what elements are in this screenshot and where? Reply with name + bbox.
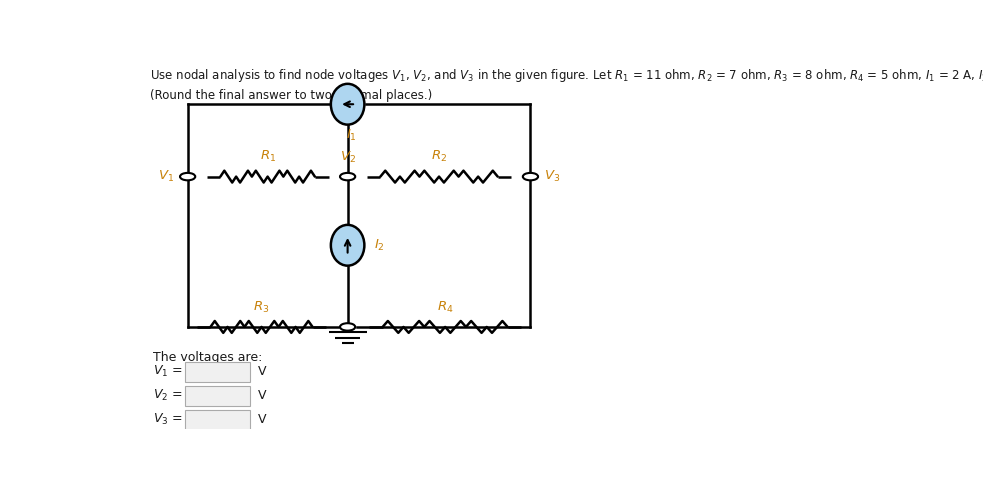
Text: Use nodal analysis to find node voltages $V_1$, $V_2$, and $V_3$ in the given fi: Use nodal analysis to find node voltages… (149, 67, 983, 84)
FancyBboxPatch shape (186, 362, 250, 382)
Text: $I_1$: $I_1$ (346, 128, 357, 144)
Text: V: V (258, 365, 266, 378)
Text: The voltages are:: The voltages are: (153, 351, 262, 364)
Ellipse shape (331, 225, 365, 266)
Text: $R_1$: $R_1$ (260, 149, 275, 164)
Text: $V_3$: $V_3$ (545, 169, 560, 184)
Text: $R_4$: $R_4$ (436, 300, 453, 315)
Circle shape (340, 323, 355, 331)
Circle shape (523, 173, 538, 180)
Text: (Round the final answer to two decimal places.): (Round the final answer to two decimal p… (149, 89, 432, 102)
Text: $V_1$: $V_1$ (158, 169, 174, 184)
FancyBboxPatch shape (186, 386, 250, 406)
Text: $R_3$: $R_3$ (254, 300, 269, 315)
Circle shape (340, 173, 355, 180)
FancyBboxPatch shape (186, 411, 250, 430)
Text: $R_2$: $R_2$ (431, 149, 447, 164)
Text: $V_1$ =: $V_1$ = (153, 364, 183, 379)
Text: $V_2$: $V_2$ (340, 150, 356, 165)
Text: V: V (258, 413, 266, 426)
Text: $V_3$ =: $V_3$ = (153, 412, 183, 427)
Text: V: V (258, 389, 266, 402)
Circle shape (180, 173, 196, 180)
Ellipse shape (331, 84, 365, 125)
Text: $I_2$: $I_2$ (374, 238, 384, 253)
Text: $V_2$ =: $V_2$ = (153, 388, 183, 403)
